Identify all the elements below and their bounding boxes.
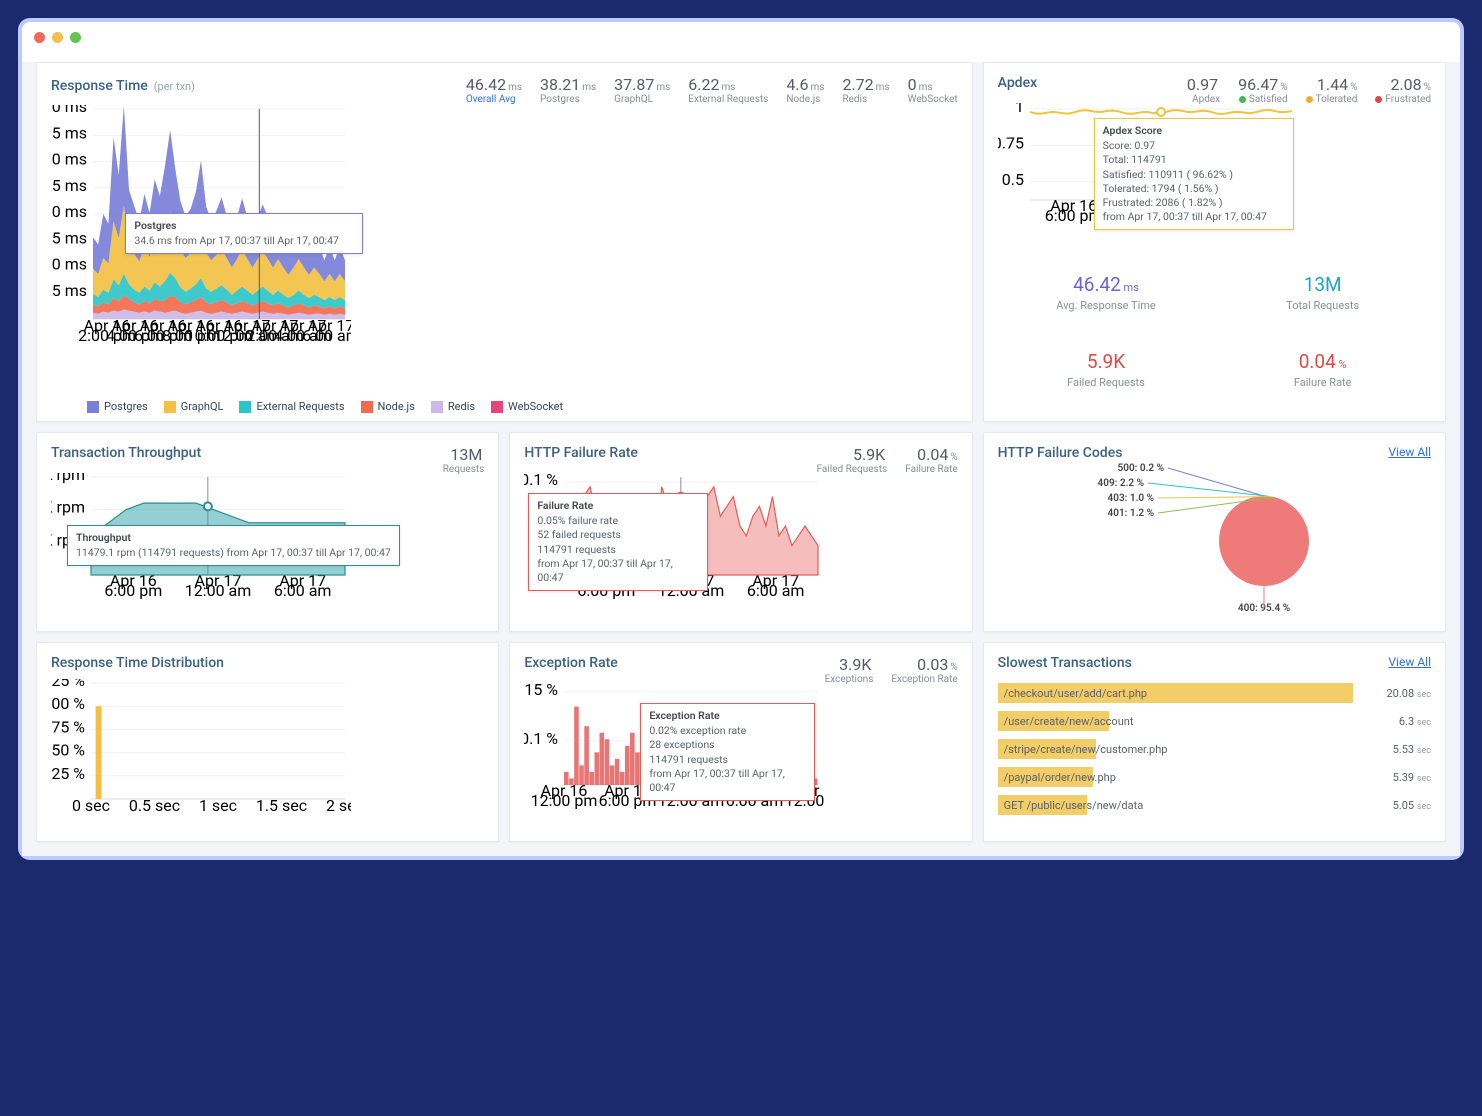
svg-text:15K rpm: 15K rpm xyxy=(51,473,85,484)
svg-text:1.5 sec: 1.5 sec xyxy=(256,796,307,815)
panel-title: Transaction Throughput xyxy=(51,445,201,461)
svg-text:1: 1 xyxy=(1015,103,1024,116)
slowest-row[interactable]: /paypal/order/new.php 5.39 sec xyxy=(998,767,1431,787)
panel-http-codes: HTTP Failure Codes View All 500: 0.2 % 40… xyxy=(983,432,1446,632)
panel-title: Slowest Transactions xyxy=(998,655,1132,671)
resp-dist-chart[interactable]: 125 % 100 % 75 % 50 % 25 % 0 sec 0.5 sec 1 sec 1… xyxy=(51,679,351,819)
window-close-dot[interactable] xyxy=(34,32,45,43)
throughput-metrics: 13M Requests xyxy=(443,445,485,475)
svg-text:50 ms: 50 ms xyxy=(51,255,87,274)
svg-text:125 ms: 125 ms xyxy=(51,176,87,195)
svg-text:100 %: 100 % xyxy=(51,694,85,713)
view-all-link[interactable]: View All xyxy=(1388,655,1431,669)
svg-text:6:00 pm: 6:00 pm xyxy=(104,581,162,600)
panel-title: Response Time Distribution xyxy=(51,655,224,671)
panel-apdex: Apdex 0.97 Apdex96.47% Satisfied1.44% To… xyxy=(983,62,1446,422)
svg-text:75 ms: 75 ms xyxy=(51,228,87,247)
http-failure-tooltip: Failure Rate0.05% failure rate52 failed … xyxy=(528,493,708,591)
panel-http-failure: HTTP Failure Rate 5.9K Failed Requests0.… xyxy=(509,432,972,632)
window-max-dot[interactable] xyxy=(70,32,81,43)
svg-text:10K rpm: 10K rpm xyxy=(51,498,85,517)
panel-title: HTTP Failure Rate xyxy=(524,445,638,461)
svg-text:500: 0.2 %: 500: 0.2 % xyxy=(1118,463,1164,474)
svg-text:125 %: 125 % xyxy=(51,679,85,690)
panel-response-time: Response Time (per txn) 46.42ms Overall … xyxy=(36,62,973,422)
panel-slowest: Slowest Transactions View All /checkout/… xyxy=(983,642,1446,842)
panel-title: HTTP Failure Codes xyxy=(998,445,1123,461)
svg-text:0.1 %: 0.1 % xyxy=(524,729,558,748)
svg-text:75 %: 75 % xyxy=(51,717,85,736)
slowest-row[interactable]: /user/create/new/account 6.3 sec xyxy=(998,711,1431,731)
svg-text:25 %: 25 % xyxy=(51,764,85,783)
svg-text:12:00 pm: 12:00 pm xyxy=(531,791,598,810)
response-tooltip: Postgres34.6 ms from Apr 17, 00:37 till … xyxy=(125,213,363,254)
svg-text:0.5: 0.5 xyxy=(1001,170,1023,189)
svg-text:6:00 am: 6:00 am xyxy=(274,581,332,600)
svg-text:150 ms: 150 ms xyxy=(51,150,87,169)
apdex-metrics: 0.97 Apdex96.47% Satisfied1.44% Tolerate… xyxy=(1187,75,1431,105)
svg-text:0.15 %: 0.15 % xyxy=(524,683,558,699)
panel-title: Apdex xyxy=(998,75,1037,91)
browser-frame: Response Time (per txn) 46.42ms Overall … xyxy=(18,18,1464,860)
svg-text:409: 2.2 %: 409: 2.2 % xyxy=(1098,478,1144,489)
view-all-link[interactable]: View All xyxy=(1388,445,1431,459)
panel-subtitle: (per txn) xyxy=(154,80,195,93)
panel-title: Exception Rate xyxy=(524,655,617,671)
svg-text:401: 1.2 %: 401: 1.2 % xyxy=(1108,508,1154,519)
http-failure-metrics: 5.9K Failed Requests0.04% Failure Rate xyxy=(817,445,958,475)
svg-text:0.75: 0.75 xyxy=(998,133,1024,152)
response-metrics: 46.42ms Overall Avg38.21ms Postgres37.87… xyxy=(466,75,958,105)
svg-text:175 ms: 175 ms xyxy=(51,123,87,142)
svg-text:6:00 am: 6:00 am xyxy=(747,581,805,600)
viewport: Response Time (per txn) 46.42ms Overall … xyxy=(22,52,1460,856)
svg-text:1 sec: 1 sec xyxy=(199,796,237,815)
slowest-rows: /checkout/user/add/cart.php 20.08 sec /u… xyxy=(998,683,1431,815)
panel-resp-dist: Response Time Distribution 125 % 100 % 75 … xyxy=(36,642,499,842)
svg-text:100 ms: 100 ms xyxy=(51,202,87,221)
exception-metrics: 3.9K Exceptions0.03% Exception Rate xyxy=(825,655,958,685)
svg-text:0.5 sec: 0.5 sec xyxy=(129,796,180,815)
panel-title: Response Time xyxy=(51,78,148,94)
svg-text:0.1 %: 0.1 % xyxy=(524,473,558,489)
svg-text:25 ms: 25 ms xyxy=(51,281,87,300)
exception-tooltip: Exception Rate0.02% exception rate28 exc… xyxy=(640,703,815,801)
svg-text:0 sec: 0 sec xyxy=(72,796,110,815)
throughput-tooltip: Throughput11479.1 rpm (114791 requests) … xyxy=(67,525,400,566)
pie-chart[interactable]: 500: 0.2 % 409: 2.2 % 403: 1.0 % 401: 1.2 %… xyxy=(998,461,1431,611)
apdex-tooltip: Apdex ScoreScore: 0.97Total: 114791Satis… xyxy=(1094,118,1294,230)
svg-text:50 %: 50 % xyxy=(51,741,85,760)
svg-text:2 sec: 2 sec xyxy=(326,796,351,815)
apdex-kpis: 46.42 msAvg. Response Time13M Total Requ… xyxy=(998,273,1431,409)
svg-text:403: 1.0 %: 403: 1.0 % xyxy=(1108,493,1154,504)
panel-throughput: Transaction Throughput 13M Requests 15K … xyxy=(36,432,499,632)
svg-text:200 ms: 200 ms xyxy=(51,105,87,116)
slowest-row[interactable]: /checkout/user/add/cart.php 20.08 sec xyxy=(998,683,1431,703)
window-min-dot[interactable] xyxy=(52,32,63,43)
slowest-row[interactable]: GET /public/users/new/data 5.05 sec xyxy=(998,795,1431,815)
response-legend: PostgresGraphQLExternal RequestsNode.jsR… xyxy=(87,400,563,413)
dashboard: Response Time (per txn) 46.42ms Overall … xyxy=(22,62,1460,856)
svg-text:12:00 am: 12:00 am xyxy=(185,581,252,600)
svg-text:6:00 am: 6:00 am xyxy=(302,326,351,345)
panel-exception: Exception Rate 3.9K Exceptions0.03% Exce… xyxy=(509,642,972,842)
browser-titlebar xyxy=(22,22,1460,52)
slowest-row[interactable]: /stripe/create/new/customer.php 5.53 sec xyxy=(998,739,1431,759)
